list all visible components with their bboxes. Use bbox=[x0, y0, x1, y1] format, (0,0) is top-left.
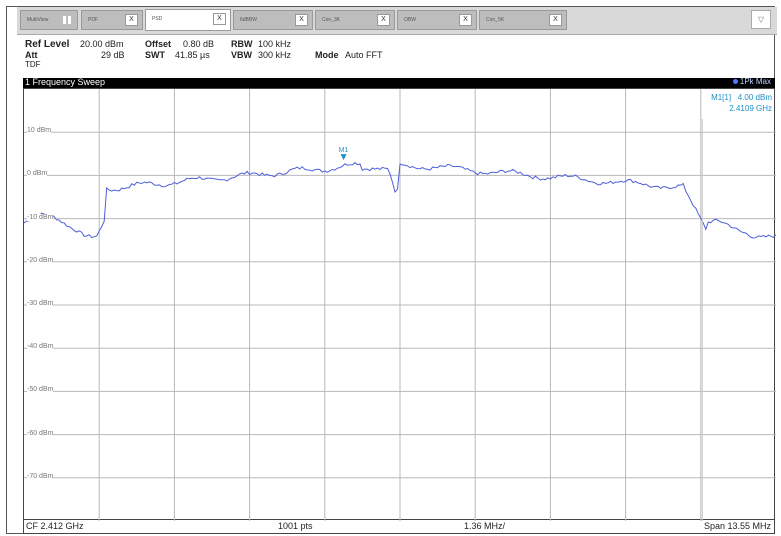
tab-label: Con_5K bbox=[486, 17, 505, 23]
att-value[interactable]: 29 dB bbox=[101, 50, 125, 60]
rbw-value[interactable]: 100 kHz bbox=[258, 39, 292, 49]
rbw-label: RBW bbox=[231, 39, 253, 49]
close-icon[interactable]: X bbox=[213, 13, 226, 25]
mode-value[interactable]: Auto FFT bbox=[345, 50, 383, 60]
y-axis-label: -60 dBm bbox=[27, 429, 54, 437]
grid-icon bbox=[63, 16, 71, 24]
trace-indicator: 1Pk Max bbox=[732, 77, 771, 86]
y-axis-label: -20 dBm bbox=[27, 256, 54, 264]
tab-label: MultiView bbox=[27, 17, 49, 23]
center-frequency: CF 2.412 GHz bbox=[26, 521, 84, 531]
ref-level-value[interactable]: 20.00 dBm bbox=[80, 39, 124, 49]
tab-con-5k[interactable]: Con_5K X bbox=[479, 10, 567, 30]
att-label: Att bbox=[25, 50, 38, 60]
sweep-header: 1 Frequency Sweep 1Pk Max bbox=[23, 77, 775, 88]
tab-multiview[interactable]: MultiView bbox=[20, 10, 78, 30]
marker-level: 4.00 dBm bbox=[737, 93, 772, 102]
tab-label: PDF bbox=[88, 17, 98, 23]
marker-frequency: 2.4109 GHz bbox=[729, 104, 772, 113]
tab-label: Con_3K bbox=[322, 17, 341, 23]
trace-line bbox=[24, 162, 776, 239]
marker-name: M1[1] bbox=[711, 93, 732, 102]
close-icon[interactable]: X bbox=[295, 14, 308, 26]
tab-label: PSD bbox=[152, 16, 163, 22]
y-axis-label: -30 dBm bbox=[27, 300, 54, 307]
menu-dropdown-button[interactable]: ▽ bbox=[751, 10, 771, 29]
offset-value[interactable]: 0.80 dB bbox=[183, 39, 215, 49]
marker-triangle-icon bbox=[340, 154, 347, 161]
measurement-settings: Ref Level 20.00 dBm Offset 0.80 dB RBW 1… bbox=[25, 39, 765, 85]
y-axis-label: -10 dBm bbox=[27, 213, 54, 221]
sweep-points: 1001 pts bbox=[278, 521, 313, 531]
y-axis-label: -50 dBm bbox=[27, 386, 54, 394]
tab-label: OBW bbox=[404, 17, 416, 23]
span: Span 13.55 MHz bbox=[703, 521, 771, 531]
tab-bar: MultiView PDF X PSD X 6dBBW X Con_3K X O… bbox=[17, 7, 777, 35]
close-icon[interactable]: X bbox=[549, 14, 562, 26]
frequency-per-div: 1.36 MHz/ bbox=[464, 521, 506, 531]
tab-obw[interactable]: OBW X bbox=[397, 10, 477, 30]
swt-label: SWT bbox=[145, 50, 165, 60]
marker-label: M1 bbox=[339, 147, 349, 154]
trace-dot-icon bbox=[732, 79, 738, 84]
vbw-value[interactable]: 300 kHz bbox=[258, 50, 292, 60]
tdf-label: TDF bbox=[25, 60, 41, 69]
y-axis-label: 10 dBm bbox=[27, 127, 52, 135]
close-icon[interactable]: X bbox=[459, 14, 472, 26]
y-axis-label: -40 dBm bbox=[27, 343, 54, 351]
y-axis-label: -70 dBm bbox=[27, 472, 54, 480]
tab-label: 6dBBW bbox=[240, 17, 257, 23]
vbw-label: VBW bbox=[231, 50, 252, 60]
spectrum-svg: M1 bbox=[24, 89, 776, 521]
tab-psd[interactable]: PSD X bbox=[145, 9, 231, 31]
ref-level-label: Ref Level bbox=[25, 39, 70, 50]
analyzer-window bbox=[6, 6, 775, 534]
tab-con-3k[interactable]: Con_3K X bbox=[315, 10, 395, 30]
tab-6dbbw[interactable]: 6dBBW X bbox=[233, 10, 313, 30]
swt-value[interactable]: 41.85 µs bbox=[175, 50, 210, 60]
marker-info: M1[1] 4.00 dBm 2.4109 GHz bbox=[711, 92, 772, 114]
status-footer: CF 2.412 GHz 1001 pts 1.36 MHz/ Span 13.… bbox=[23, 520, 775, 534]
y-axis-label: 0 dBm bbox=[27, 170, 48, 178]
close-icon[interactable]: X bbox=[125, 14, 138, 26]
spectrum-plot[interactable]: M1 10 dBm 0 dBm -10 dBm -20 dBm -30 dBm -40 d… bbox=[23, 88, 776, 521]
offset-label: Offset bbox=[145, 39, 172, 49]
tab-pdf[interactable]: PDF X bbox=[81, 10, 143, 30]
sweep-title: 1 Frequency Sweep bbox=[25, 77, 106, 87]
close-icon[interactable]: X bbox=[377, 14, 390, 26]
mode-label: Mode bbox=[315, 50, 339, 60]
trace-label: 1Pk Max bbox=[739, 77, 771, 86]
